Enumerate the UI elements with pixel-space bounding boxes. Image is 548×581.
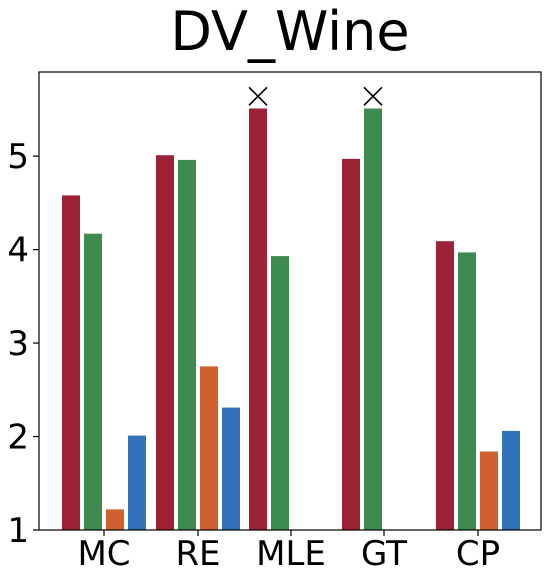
x-tick-label-mle: MLE: [256, 534, 326, 574]
bar-mle-s1: [249, 108, 267, 530]
bar-mc-s4: [128, 435, 146, 530]
x-marker-gt: [363, 86, 383, 106]
bar-cp-s3: [480, 451, 498, 530]
x-axis: MC RE MLE GT CP: [77, 530, 500, 574]
x-tick-label-re: RE: [175, 534, 220, 574]
y-tick-label: 5: [7, 137, 29, 177]
bar-cp-s1: [436, 241, 454, 530]
x-tick-label-mc: MC: [77, 534, 130, 574]
bar-re-s1: [156, 155, 174, 530]
bars-group: [62, 108, 520, 530]
bar-mc-s1: [62, 195, 80, 530]
x-tick-label-cp: CP: [456, 534, 500, 574]
bar-re-s2: [178, 159, 196, 530]
x-marker-mle: [248, 86, 268, 106]
y-tick-label: 1: [7, 511, 29, 551]
bar-re-s4: [222, 407, 240, 530]
plot-frame: [38, 71, 542, 531]
bar-cp-s4: [502, 430, 520, 530]
bar-mc-s2: [84, 233, 102, 530]
bar-mc-s3: [106, 509, 124, 530]
bar-mle-s2: [271, 256, 289, 530]
markers-group: [248, 86, 383, 106]
y-axis: 1 2 3 4 5: [7, 137, 39, 551]
bar-gt-s2: [364, 108, 382, 530]
y-tick-label: 3: [7, 324, 29, 364]
bar-re-s3: [200, 366, 218, 530]
y-tick-label: 2: [7, 418, 29, 458]
bar-cp-s2: [458, 252, 476, 530]
bar-gt-s1: [342, 158, 360, 530]
y-tick-label: 4: [7, 231, 29, 271]
x-tick-label-gt: GT: [361, 534, 407, 574]
chart-title: DV_Wine: [170, 0, 409, 63]
